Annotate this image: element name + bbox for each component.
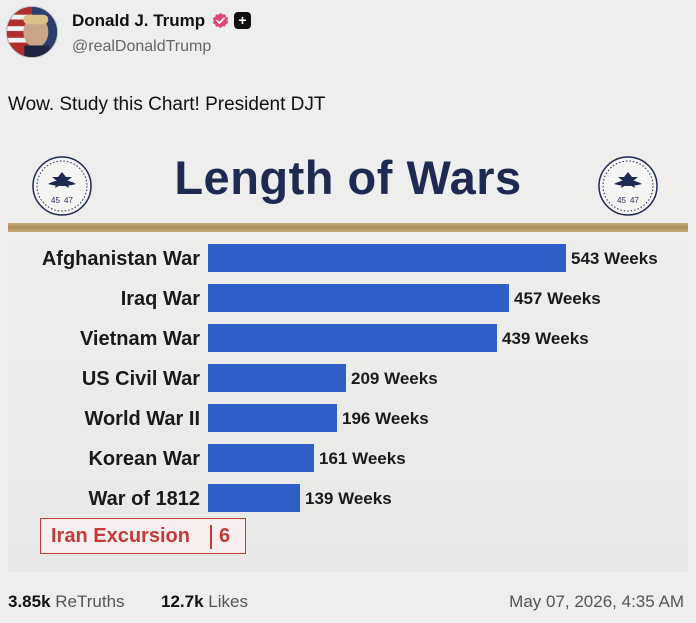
bar-value-label: 196 Weeks — [342, 409, 429, 428]
bar-chart: Afghanistan War 543 Weeks Iraq War 457 Week… — [42, 244, 658, 512]
author-name[interactable]: Donald J. Trump — [72, 11, 206, 30]
category-label: US Civil War — [82, 368, 200, 390]
bar — [208, 324, 497, 352]
author-handle[interactable]: @realDonaldTrump — [72, 38, 212, 55]
bar — [208, 244, 566, 272]
bar — [208, 404, 337, 432]
bar — [208, 444, 314, 472]
likes-label: Likes — [208, 592, 248, 611]
bar-value-label: 139 Weeks — [305, 489, 392, 508]
bar-value-label: 439 Weeks — [502, 329, 589, 348]
likes-count: 12.7k — [161, 592, 204, 611]
iran-excursion-label: Iran Excursion — [51, 525, 190, 547]
iran-excursion-divider — [210, 525, 212, 549]
retruths-label: ReTruths — [55, 592, 125, 611]
retruths-stat[interactable]: 3.85k ReTruths — [8, 592, 125, 612]
category-label: Vietnam War — [80, 328, 200, 350]
title-divider — [8, 223, 688, 232]
verified-badge-icon — [212, 12, 229, 29]
iran-excursion-value: 6 — [219, 525, 231, 547]
likes-stat[interactable]: 12.7k Likes — [161, 592, 248, 612]
presidential-seal-left-icon: 45 47 — [30, 154, 94, 218]
profile-avatar[interactable] — [6, 6, 58, 58]
post-text: Wow. Study this Chart! President DJT — [8, 94, 326, 115]
bar-value-label: 457 Weeks — [514, 289, 601, 308]
retruths-count: 3.85k — [8, 592, 51, 611]
category-label: Iraq War — [121, 288, 200, 310]
bar-value-label: 543 Weeks — [571, 249, 658, 268]
chart-image: 45 47 Length of Wars 45 47 Afghanistan W… — [8, 140, 688, 572]
category-label: Korean War — [88, 448, 200, 470]
presidential-seal-right-icon: 45 47 — [596, 154, 660, 218]
iran-excursion-annotation: Iran Excursion 6 — [40, 518, 246, 554]
seal-left-number: 45 — [51, 196, 60, 205]
seal-left-number-right: 47 — [64, 196, 73, 205]
chart-title: Length of Wars — [174, 151, 522, 204]
post-timestamp[interactable]: May 07, 2026, 4:35 AM — [509, 592, 684, 611]
plus-icon: + — [234, 12, 251, 29]
category-label: Afghanistan War — [42, 248, 200, 270]
bar — [208, 484, 300, 512]
bar — [208, 284, 509, 312]
bar — [208, 364, 346, 392]
bar-value-label: 209 Weeks — [351, 369, 438, 388]
category-label: World War II — [84, 408, 200, 430]
seal-right-number-right: 47 — [630, 196, 639, 205]
category-label: War of 1812 — [88, 488, 200, 510]
bar-value-label: 161 Weeks — [319, 449, 406, 468]
seal-right-number: 45 — [617, 196, 626, 205]
